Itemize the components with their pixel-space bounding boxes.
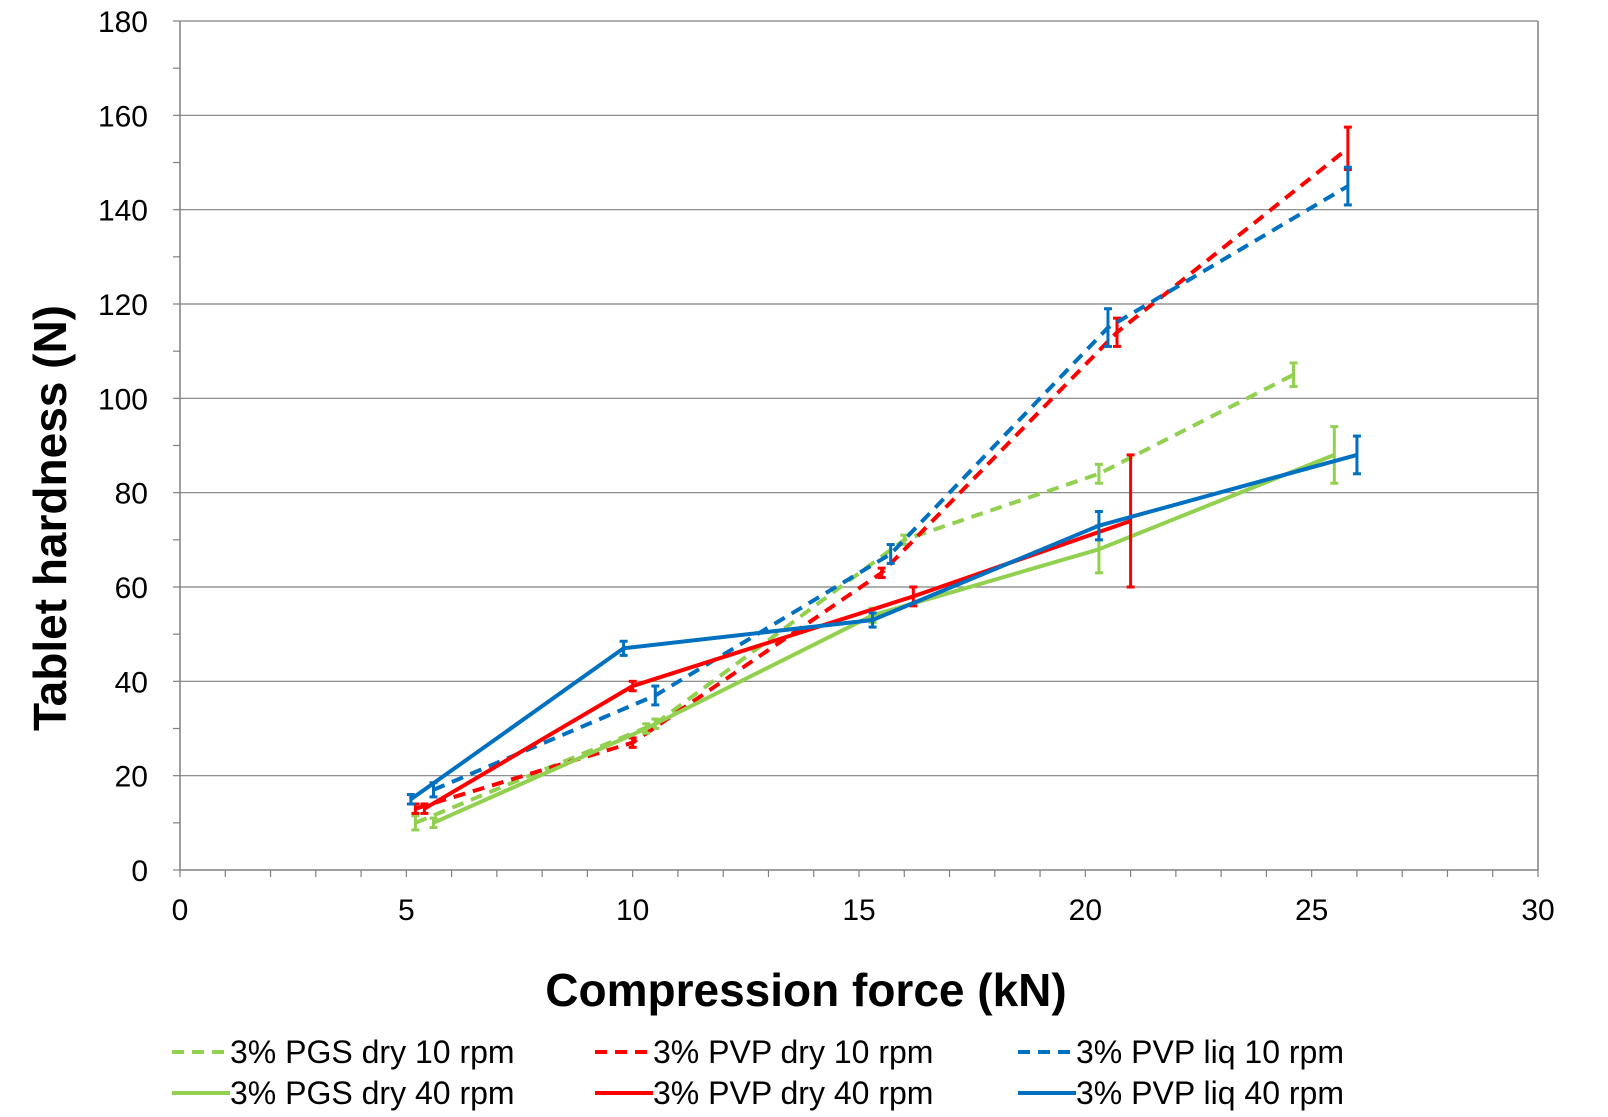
legend-entry-label: 3% PVP liq 40 rpm [1076,1075,1344,1111]
y-tick-label: 60 [115,572,148,605]
y-tick-label: 120 [98,289,148,322]
legend-entry-label: 3% PVP liq 10 rpm [1076,1034,1344,1070]
legend-entry-label: 3% PGS dry 40 rpm [230,1075,515,1111]
x-tick-label: 30 [1521,894,1554,927]
x-tick-label: 10 [616,894,649,927]
y-tick-label: 20 [115,761,148,794]
x-tick-label: 15 [842,894,875,927]
y-tick-label: 40 [115,666,148,699]
y-tick-label: 100 [98,383,148,416]
y-tick-label: 140 [98,195,148,228]
series-line [432,184,1349,792]
legend: 3% PGS dry 10 rpm 3% PVP dry 10 rpm 3% PVP… [172,1034,1344,1111]
x-tick-label: 0 [172,894,189,927]
legend-entry-label: 3% PVP dry 40 rpm [653,1075,933,1111]
gridlines [180,20,1538,777]
y-tick-label: 180 [98,6,148,39]
x-tick-label: 5 [398,894,415,927]
series-lines [406,125,1361,832]
y-tick-label: 80 [115,478,148,511]
axes: 0 20 40 60 80 100 120 140 160 180 0 5 10 15 20 25 30 [98,6,1555,927]
y-tick-label: 160 [98,100,148,133]
y-tick-label: 0 [131,855,148,888]
legend-entry-label: 3% PGS dry 10 rpm [230,1034,515,1070]
legend-entry-label: 3% PVP dry 10 rpm [653,1034,933,1070]
x-axis-title: Compression force (kN) [545,964,1066,1016]
y-axis-title: Tablet hardness (N) [24,305,76,731]
x-tick-label: 20 [1069,894,1102,927]
x-tick-label: 25 [1295,894,1328,927]
